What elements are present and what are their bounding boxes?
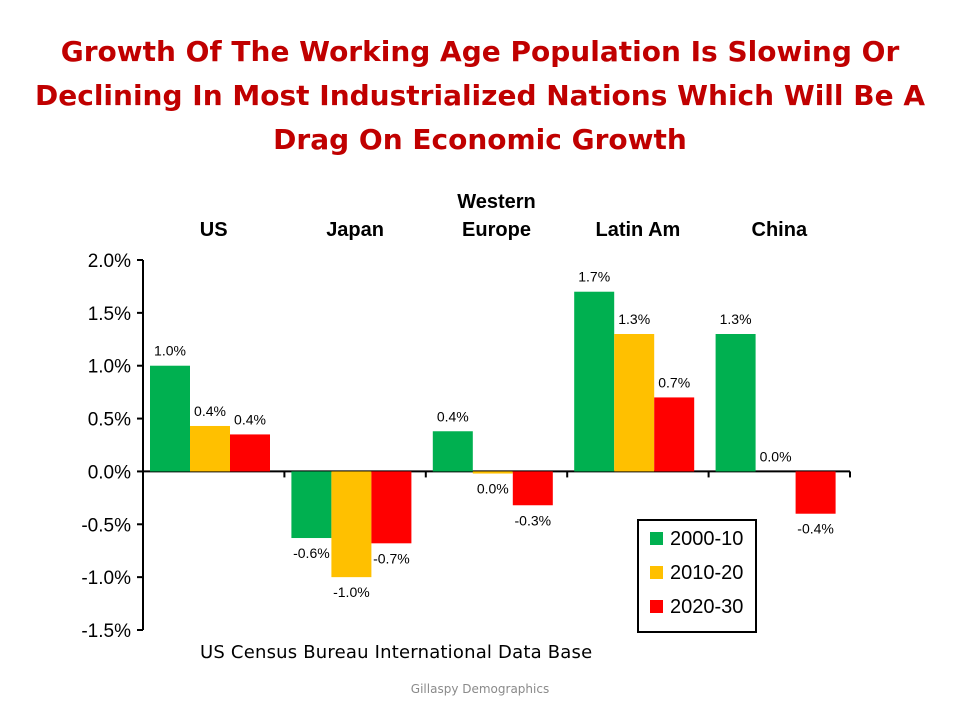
data-label: -0.4% (797, 521, 834, 537)
y-tick-label: -0.5% (81, 515, 131, 536)
chart-title: Growth Of The Working Age Population Is … (35, 35, 925, 156)
legend-label: 2020-30 (670, 596, 743, 618)
category-label: US (200, 219, 228, 241)
bar-2020-30 (230, 434, 270, 472)
legend-swatch (650, 566, 663, 579)
y-tick-label: 0.0% (88, 462, 131, 483)
bar-2010-20 (614, 334, 655, 472)
data-label: 0.0% (477, 481, 509, 497)
y-tick-label: 1.5% (88, 304, 131, 325)
category-label: Western (457, 191, 536, 213)
bar-2010-20 (472, 471, 513, 474)
data-label: 0.0% (760, 448, 792, 464)
bar-2020-30 (371, 471, 412, 544)
data-label: -0.7% (373, 550, 410, 566)
data-label: -0.3% (515, 512, 552, 528)
bar-2000-10 (715, 334, 756, 472)
y-tick-label: 2.0% (88, 251, 131, 272)
credit-footer: Gillaspy Demographics (410, 682, 550, 696)
axes: 2.0% 1.5% 1.0% 0.5% 0.0% -0.5% -1.0% -1.5% (81, 251, 851, 642)
bar-2020-30 (654, 397, 695, 472)
category-labels: US Japan Western Europe Latin Am China (200, 191, 808, 241)
y-tick-label: 0.5% (88, 410, 131, 431)
legend-label: 2010-20 (670, 562, 743, 584)
bar-2000-10 (291, 471, 332, 539)
source-note: US Census Bureau International Data Base (200, 642, 593, 663)
y-tick-label: 1.0% (88, 357, 131, 378)
bars (150, 291, 836, 578)
legend: 2000-10 2010-20 2020-30 (637, 519, 757, 633)
y-tick-label: -1.5% (81, 621, 131, 642)
category-label: Japan (326, 219, 384, 241)
bar-2000-10 (432, 431, 473, 472)
y-tick-label: -1.0% (81, 568, 131, 589)
data-label: 0.4% (234, 411, 266, 427)
bar-2020-30 (795, 471, 836, 514)
bar-2020-30 (512, 471, 553, 506)
legend-label: 2000-10 (670, 528, 743, 550)
data-label: -0.6% (293, 545, 330, 561)
data-label: 1.0% (154, 343, 186, 359)
data-label: 1.3% (618, 311, 650, 327)
category-label: China (752, 219, 808, 241)
data-labels: 1.0% -0.6% 0.4% 1.7% 1.3% 0.4% -1.0% 0.0% 1.3% 0.… (154, 269, 834, 600)
legend-swatch (650, 600, 663, 613)
category-label: Latin Am (595, 219, 680, 241)
legend-swatch (650, 532, 663, 545)
data-label: 1.7% (578, 269, 610, 285)
bar-2010-20 (190, 425, 230, 472)
bar-2000-10 (150, 365, 190, 472)
data-label: 1.3% (720, 311, 752, 327)
category-label: Europe (462, 219, 531, 241)
bar-2010-20 (331, 471, 372, 578)
data-label: -1.0% (333, 584, 370, 600)
bar-2000-10 (574, 291, 615, 472)
data-label: 0.4% (194, 403, 226, 419)
data-label: 0.4% (437, 408, 469, 424)
data-label: 0.7% (658, 374, 690, 390)
